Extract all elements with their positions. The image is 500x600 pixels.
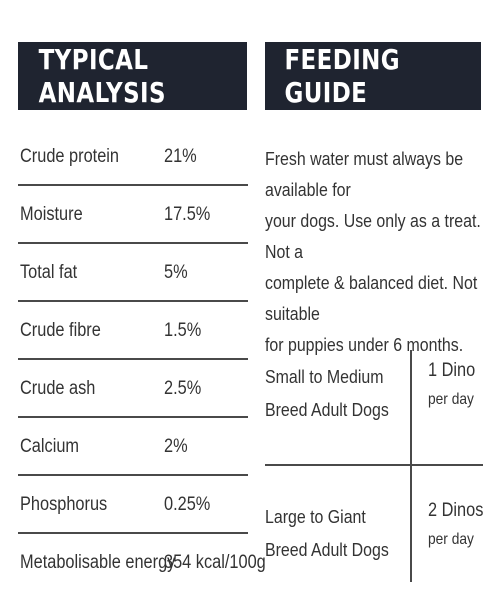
nutrient-label: Calcium: [20, 436, 80, 457]
feeding-instructions: Fresh water must always be available for…: [265, 143, 491, 360]
feeding-amount: 1 Dino per day: [428, 360, 498, 409]
instruction-line: complete & balanced diet. Not suitable: [265, 272, 478, 324]
column-divider: [410, 350, 412, 582]
nutrient-label: Crude ash: [20, 378, 96, 399]
feeding-amount-table: Small to Medium Breed Adult Dogs 1 Dino …: [265, 350, 483, 582]
dog-size-line: Breed Adult Dogs: [265, 399, 389, 420]
analysis-row: Crude fibre 1.5%: [18, 302, 248, 360]
nutrient-label: Moisture: [20, 204, 83, 225]
analysis-table: Crude protein 21% Moisture 17.5% Total f…: [18, 128, 266, 590]
dog-size-line: Small to Medium: [265, 366, 384, 387]
nutrient-value: 1.5%: [164, 320, 202, 341]
analysis-row: Crude ash 2.5%: [18, 360, 248, 418]
typical-analysis-title: TYPICAL ANALYSIS: [38, 43, 166, 109]
feeding-amount: 2 Dinos per day: [428, 500, 498, 549]
nutrient-label: Crude protein: [20, 146, 120, 167]
analysis-row: Moisture 17.5%: [18, 186, 248, 244]
amount-value: 2 Dinos: [428, 500, 484, 521]
amount-period: per day: [428, 531, 474, 548]
nutrient-value: 21%: [164, 146, 197, 167]
nutrient-value: 0.25%: [164, 494, 211, 515]
nutrient-label: Crude fibre: [20, 320, 101, 341]
dog-size-line: Breed Adult Dogs: [265, 539, 389, 560]
typical-analysis-header: TYPICAL ANALYSIS: [18, 42, 247, 110]
row-divider: [265, 464, 483, 466]
nutrient-value: 2.5%: [164, 378, 202, 399]
nutrient-label: Total fat: [20, 262, 78, 283]
analysis-row: Total fat 5%: [18, 244, 248, 302]
nutrient-label: Phosphorus: [20, 494, 108, 515]
nutrient-label: Metabolisable energy: [20, 552, 176, 573]
analysis-row: Crude protein 21%: [18, 128, 248, 186]
instruction-line: for puppies under 6 months.: [265, 334, 464, 355]
instruction-line: Fresh water must always be available for: [265, 148, 464, 200]
dog-size-label: Small to Medium Breed Adult Dogs: [265, 360, 415, 426]
dog-size-label: Large to Giant Breed Adult Dogs: [265, 500, 415, 566]
nutrient-value: 17.5%: [164, 204, 211, 225]
analysis-row: Calcium 2%: [18, 418, 248, 476]
dog-size-line: Large to Giant: [265, 506, 366, 527]
feeding-guide-header: FEEDING GUIDE: [265, 42, 481, 110]
feeding-guide-title: FEEDING GUIDE: [284, 43, 401, 109]
nutrient-value: 2%: [164, 436, 188, 457]
amount-period: per day: [428, 391, 474, 408]
analysis-row: Phosphorus 0.25%: [18, 476, 248, 534]
amount-value: 1 Dino: [428, 360, 476, 381]
analysis-row: Metabolisable energy 354 kcal/100g: [18, 534, 266, 590]
nutrient-value: 5%: [164, 262, 188, 283]
nutrient-value: 354 kcal/100g: [164, 552, 266, 573]
instruction-line: your dogs. Use only as a treat. Not a: [265, 210, 481, 262]
